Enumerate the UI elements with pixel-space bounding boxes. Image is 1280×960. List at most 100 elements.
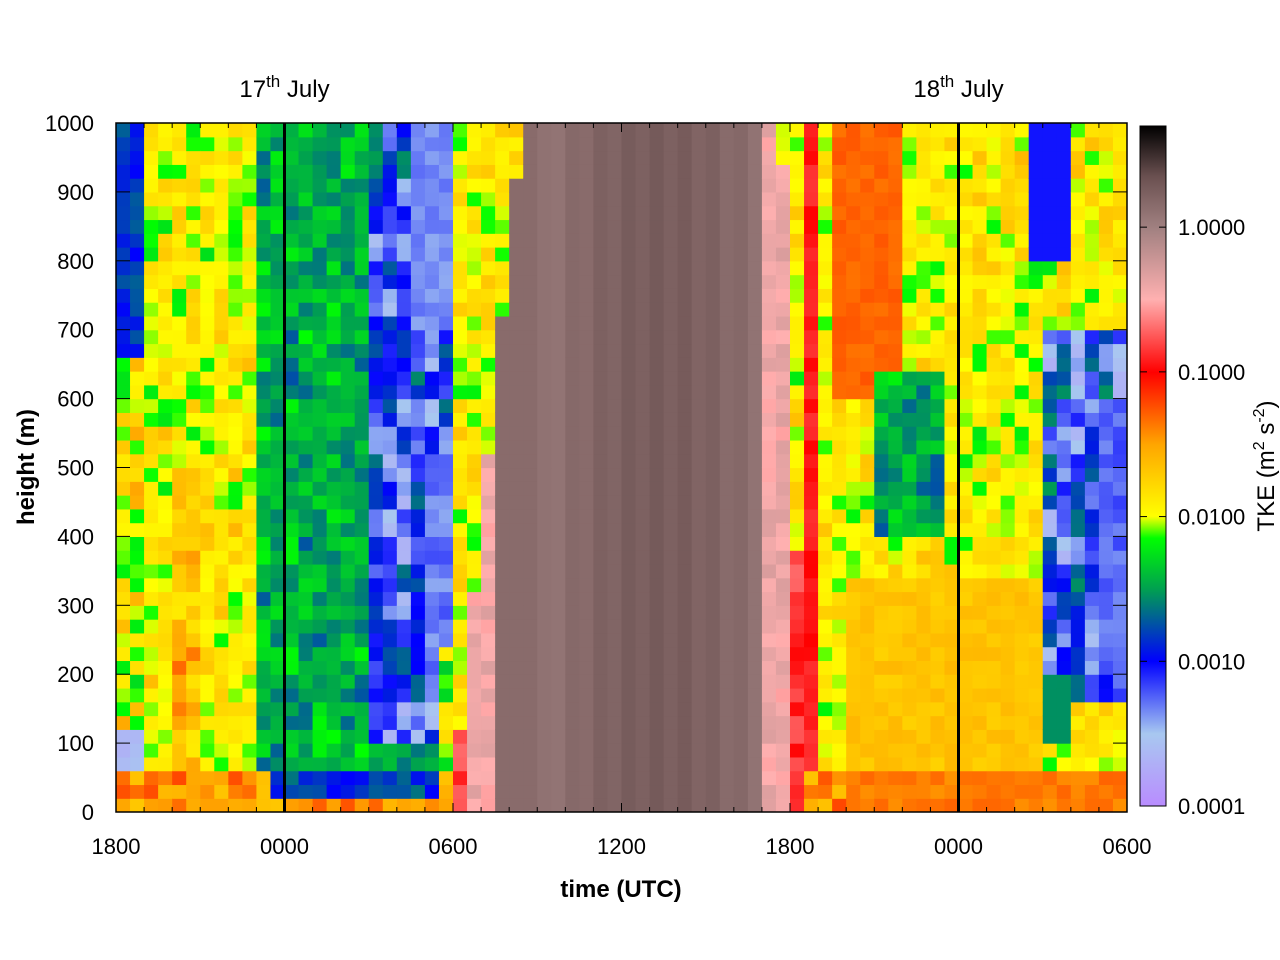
heatmap-cell bbox=[916, 205, 932, 221]
heatmap-cell bbox=[326, 274, 342, 289]
heatmap-cell bbox=[242, 233, 258, 248]
heatmap-cell bbox=[467, 288, 482, 303]
heatmap-cell bbox=[1014, 123, 1030, 138]
heatmap-cell bbox=[242, 632, 258, 648]
heatmap-cell bbox=[523, 315, 538, 331]
heatmap-cell bbox=[930, 701, 946, 717]
heatmap-cell bbox=[1070, 619, 1086, 634]
heatmap-cell bbox=[481, 178, 496, 193]
heatmap-cell bbox=[1084, 426, 1100, 441]
heatmap-cell bbox=[733, 302, 749, 317]
heatmap-cell bbox=[368, 729, 384, 744]
heatmap-cell bbox=[818, 150, 833, 165]
heatmap-cell bbox=[986, 563, 1002, 579]
heatmap-cell bbox=[1056, 191, 1072, 207]
heatmap-cell bbox=[607, 205, 623, 221]
heatmap-cell bbox=[438, 315, 454, 331]
heatmap-cell bbox=[733, 164, 749, 179]
heatmap-cell bbox=[424, 522, 440, 537]
heatmap-cell bbox=[719, 302, 735, 317]
heatmap-cell bbox=[635, 178, 651, 193]
heatmap-cell bbox=[144, 247, 159, 262]
heatmap-cell bbox=[818, 632, 833, 648]
heatmap-cell bbox=[453, 508, 468, 524]
heatmap-cell bbox=[284, 605, 300, 620]
heatmap-cell bbox=[523, 687, 538, 703]
heatmap-cell bbox=[733, 743, 749, 758]
heatmap-cell bbox=[481, 191, 496, 207]
heatmap-cell bbox=[537, 798, 552, 812]
heatmap-cell bbox=[818, 260, 833, 276]
heatmap-cell bbox=[186, 219, 201, 234]
heatmap-cell bbox=[298, 632, 314, 648]
heatmap-cell bbox=[186, 701, 201, 717]
heatmap-cell bbox=[368, 205, 384, 221]
heatmap-cell bbox=[860, 536, 875, 551]
heatmap-cell bbox=[1014, 164, 1030, 179]
heatmap-cell bbox=[1084, 508, 1100, 524]
heatmap-cell bbox=[298, 756, 314, 772]
heatmap-cell bbox=[424, 687, 440, 703]
heatmap-cell bbox=[860, 687, 875, 703]
heatmap-cell bbox=[354, 536, 370, 551]
heatmap-cell bbox=[368, 577, 384, 593]
heatmap-cell bbox=[705, 563, 721, 579]
heatmap-cell bbox=[340, 674, 356, 689]
heatmap-cell bbox=[804, 674, 819, 689]
heatmap-cell bbox=[396, 453, 412, 469]
heatmap-cell bbox=[691, 164, 707, 179]
heatmap-cell bbox=[1070, 522, 1086, 537]
heatmap-cell bbox=[438, 715, 454, 730]
heatmap-cell bbox=[242, 150, 258, 165]
heatmap-cell bbox=[354, 288, 370, 303]
y-tick-label: 500 bbox=[57, 456, 94, 481]
heatmap-cell bbox=[453, 205, 468, 221]
heatmap-cell bbox=[930, 164, 946, 179]
heatmap-cell bbox=[635, 536, 651, 551]
heatmap-cell bbox=[186, 136, 201, 152]
heatmap-cell bbox=[130, 371, 145, 386]
heatmap-cell bbox=[130, 288, 145, 303]
heatmap-cell bbox=[635, 191, 651, 207]
heatmap-cell bbox=[509, 481, 524, 496]
heatmap-cell bbox=[902, 371, 917, 386]
heatmap-cell bbox=[846, 150, 861, 165]
heatmap-cell bbox=[1042, 357, 1058, 372]
heatmap-cell bbox=[874, 150, 889, 165]
heatmap-cell bbox=[368, 343, 384, 358]
heatmap-cell bbox=[1056, 481, 1072, 496]
heatmap-cell bbox=[621, 398, 637, 413]
heatmap-cell bbox=[860, 798, 875, 812]
heatmap-cell bbox=[284, 398, 300, 413]
heatmap-cell bbox=[340, 274, 356, 289]
heatmap-cell bbox=[621, 329, 637, 345]
heatmap-cell bbox=[818, 384, 833, 400]
heatmap-cell bbox=[453, 219, 468, 234]
heatmap-cell bbox=[705, 770, 721, 786]
heatmap-cell bbox=[804, 770, 819, 786]
heatmap-cell bbox=[691, 467, 707, 482]
heatmap-cell bbox=[1112, 481, 1127, 496]
heatmap-cell bbox=[1098, 260, 1114, 276]
heatmap-cell bbox=[1112, 619, 1127, 634]
heatmap-cell bbox=[761, 233, 777, 248]
heatmap-cell bbox=[270, 632, 286, 648]
heatmap-cell bbox=[1070, 674, 1086, 689]
heatmap-cell bbox=[804, 178, 819, 193]
heatmap-cell bbox=[509, 577, 524, 593]
heatmap-cell bbox=[424, 260, 440, 276]
heatmap-cell bbox=[986, 577, 1002, 593]
heatmap-cell bbox=[1112, 729, 1127, 744]
heatmap-cell bbox=[410, 453, 426, 469]
heatmap-cell bbox=[944, 798, 960, 812]
heatmap-cell bbox=[354, 550, 370, 565]
heatmap-cell bbox=[424, 508, 440, 524]
heatmap-cell bbox=[256, 302, 272, 317]
heatmap-cell bbox=[747, 343, 763, 358]
heatmap-cell bbox=[775, 274, 791, 289]
heatmap-cell bbox=[551, 715, 566, 730]
heatmap-cell bbox=[832, 481, 847, 496]
heatmap-cell bbox=[354, 660, 370, 675]
heatmap-cell bbox=[438, 384, 454, 400]
heatmap-cell bbox=[579, 247, 595, 262]
